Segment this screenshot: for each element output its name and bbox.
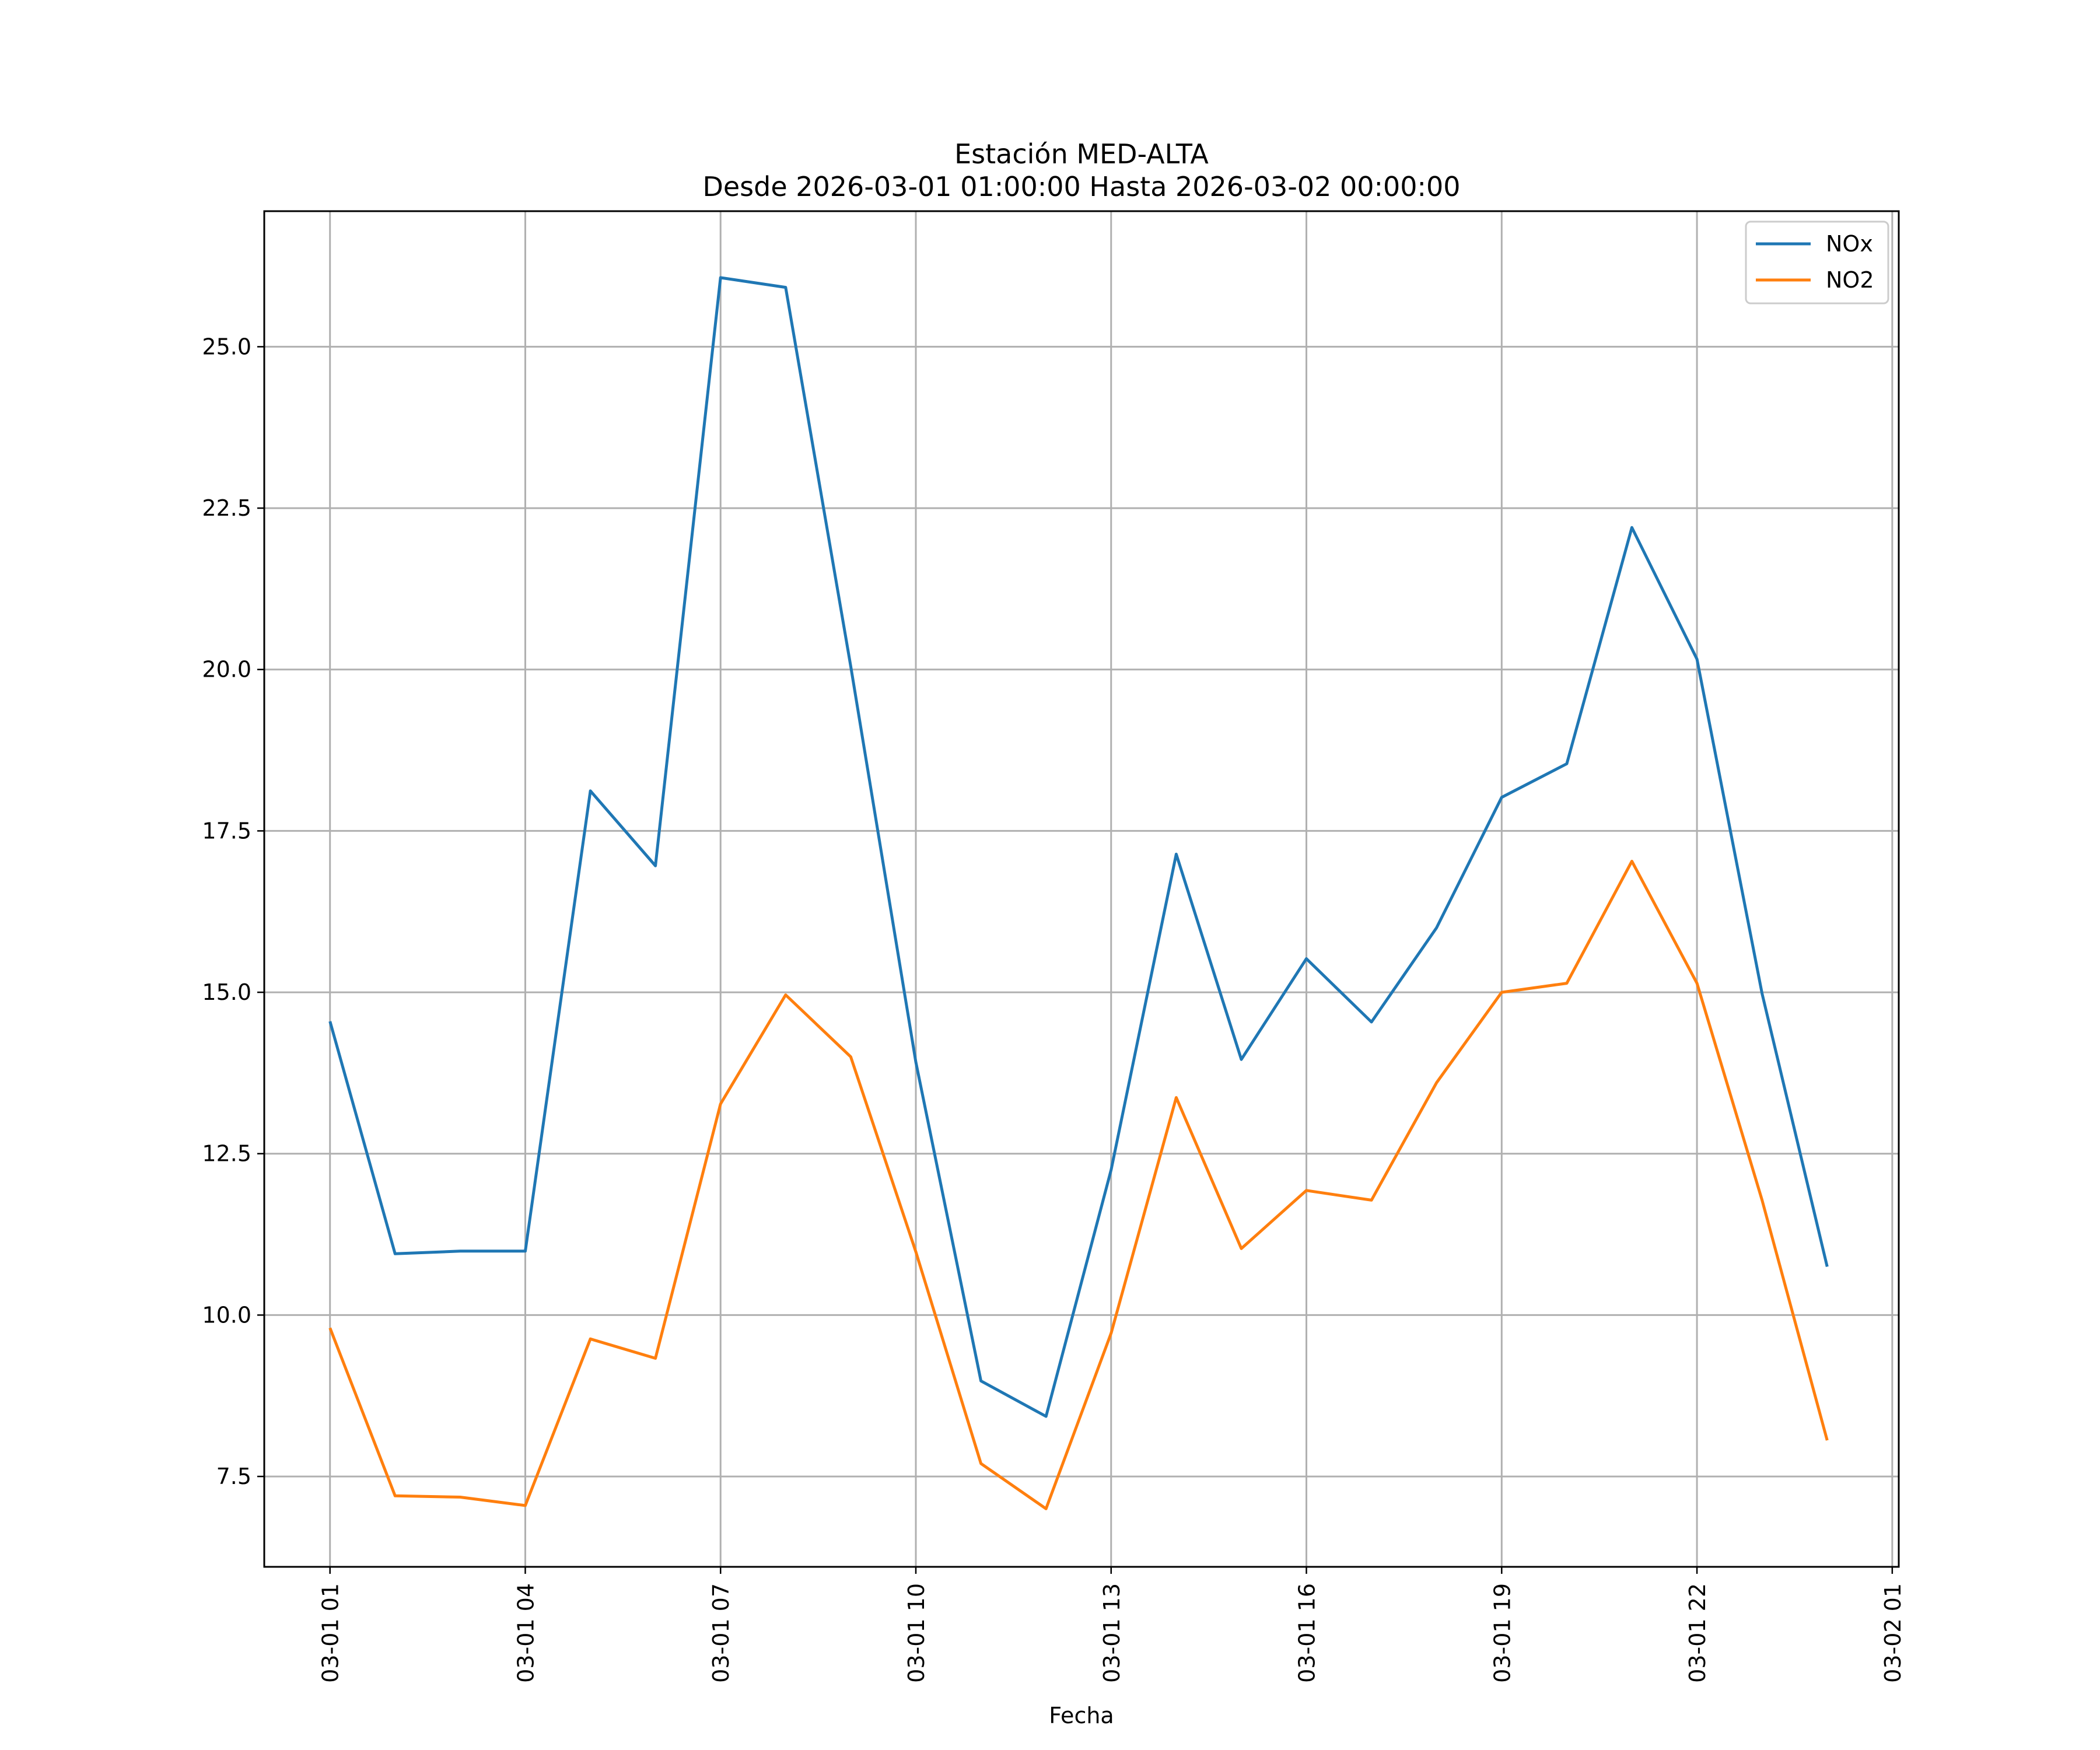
x-tick-label: 03-01 04	[513, 1583, 538, 1683]
y-tick-label: 10.0	[202, 1302, 251, 1328]
grid	[264, 211, 1899, 1567]
y-tick-label: 12.5	[202, 1141, 251, 1167]
series-line-no2	[328, 859, 1829, 1510]
x-tick-label: 03-01 10	[904, 1583, 929, 1683]
legend-label-nox: NOx	[1826, 231, 1873, 257]
legend[interactable]: NOx NO2	[1745, 220, 1889, 304]
plot-series	[328, 276, 1829, 1510]
x-tick-label: 03-01 22	[1685, 1583, 1710, 1683]
x-tick-label: 03-01 13	[1099, 1583, 1125, 1683]
axis-ticks: 03-01 01 03-01 04 03-01 07 03-01 10 03-01 13…	[202, 334, 1905, 1682]
x-tick-label: 03-02 01	[1880, 1583, 1906, 1683]
x-tick-label: 03-01 01	[318, 1583, 344, 1683]
chart-title: Estación MED-ALTA	[954, 138, 1209, 170]
y-tick-label: 22.5	[202, 495, 251, 521]
y-tick-label: 20.0	[202, 657, 251, 682]
chart-subtitle: Desde 2026-03-01 01:00:00 Hasta 2026-03-…	[702, 171, 1460, 202]
legend-box	[1745, 220, 1889, 304]
x-tick-label: 03-01 16	[1294, 1583, 1320, 1683]
x-tick-label: 03-01 19	[1489, 1583, 1515, 1683]
y-tick-label: 7.5	[216, 1464, 251, 1489]
y-tick-label: 15.0	[202, 979, 251, 1005]
plot-area-frame	[263, 210, 1900, 1568]
y-tick-label: 25.0	[202, 334, 251, 359]
x-axis-label: Fecha	[1049, 1703, 1114, 1728]
y-tick-label: 17.5	[202, 818, 251, 844]
series-line-nox	[328, 276, 1829, 1418]
legend-label-no2: NO2	[1826, 267, 1874, 293]
x-tick-label: 03-01 07	[708, 1583, 734, 1683]
